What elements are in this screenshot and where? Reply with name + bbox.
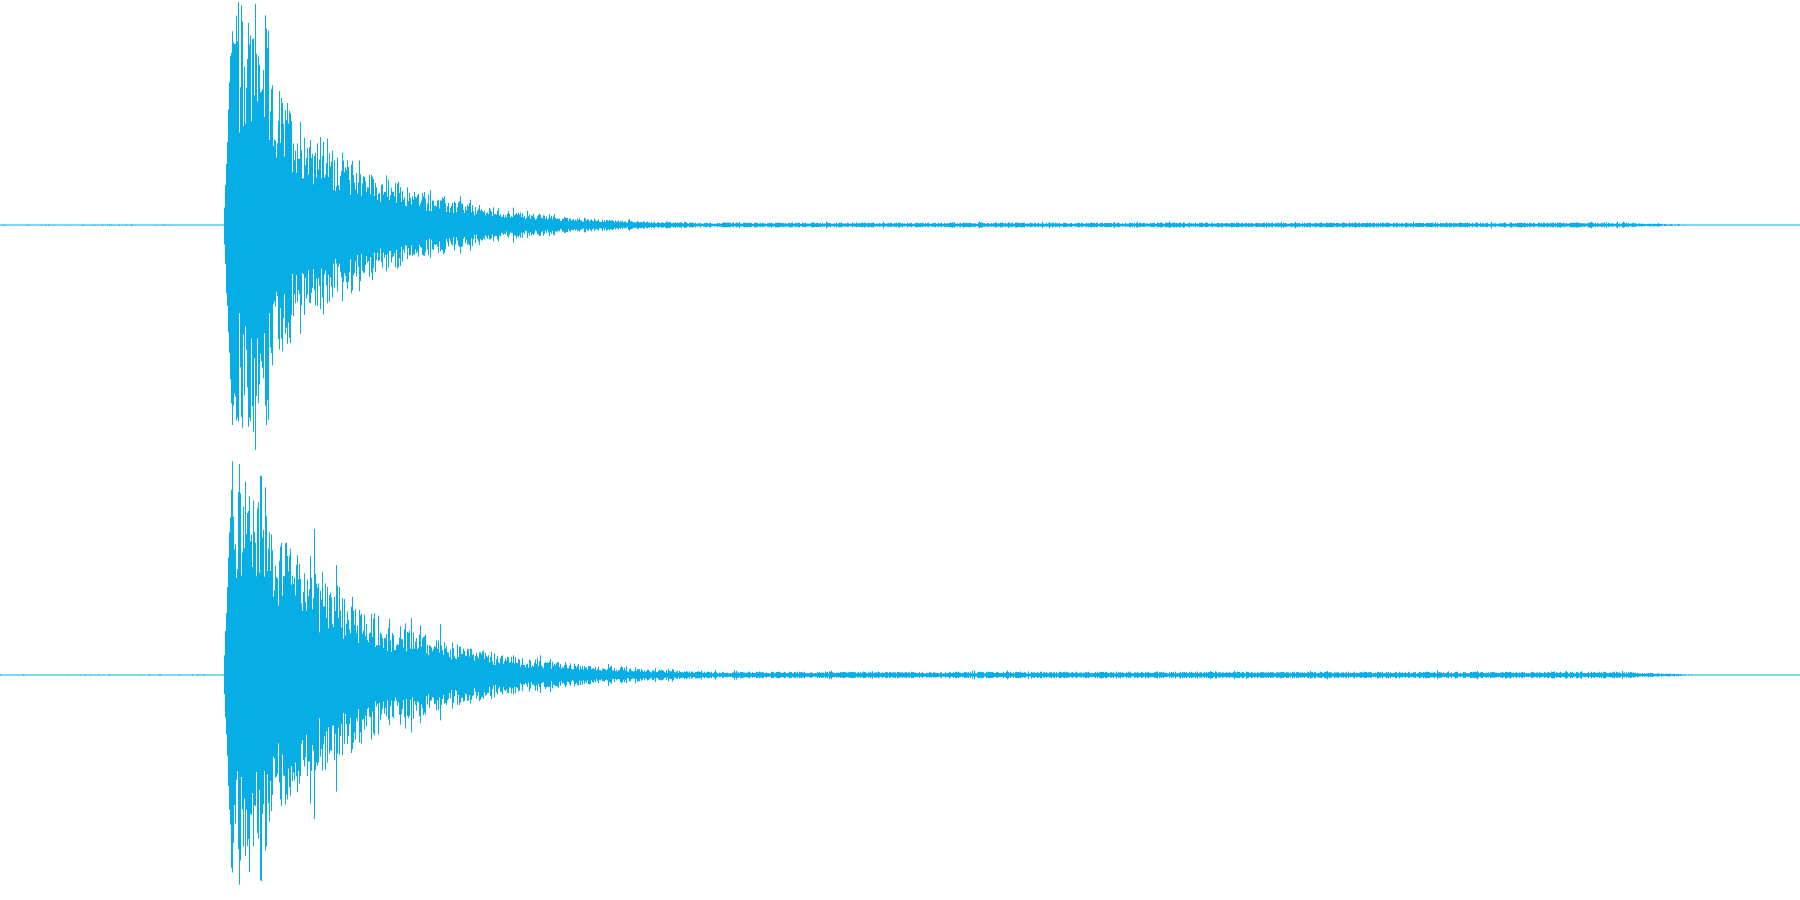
channel-left-waveform bbox=[0, 2, 1800, 450]
channel-right-waveform bbox=[0, 461, 1800, 885]
waveform-right bbox=[0, 461, 1709, 885]
waveform-left bbox=[1, 2, 1708, 450]
